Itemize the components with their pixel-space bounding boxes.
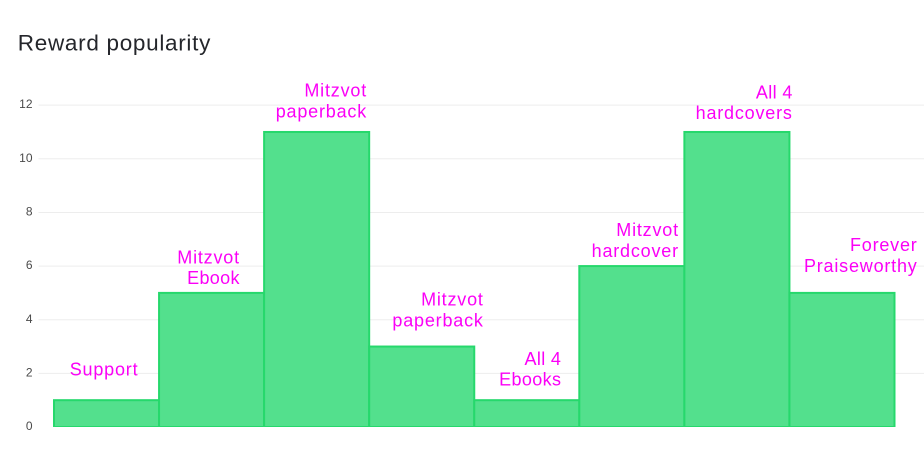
svg-text:4: 4 bbox=[26, 312, 33, 326]
svg-text:0: 0 bbox=[26, 419, 33, 433]
svg-text:Mitzvot: Mitzvot bbox=[304, 81, 367, 101]
svg-text:Praiseworthy: Praiseworthy bbox=[804, 256, 918, 276]
svg-text:All 4: All 4 bbox=[756, 82, 793, 102]
svg-text:Forever: Forever bbox=[850, 235, 918, 255]
svg-text:10: 10 bbox=[19, 151, 33, 165]
svg-text:2: 2 bbox=[26, 365, 33, 379]
svg-text:Ebooks: Ebooks bbox=[499, 370, 561, 390]
svg-text:paperback: paperback bbox=[276, 101, 367, 121]
svg-text:Support: Support bbox=[70, 360, 139, 380]
svg-text:Mitzvot: Mitzvot bbox=[421, 290, 484, 310]
svg-text:Mitzvot: Mitzvot bbox=[177, 247, 240, 267]
svg-text:8: 8 bbox=[26, 204, 33, 218]
svg-text:6: 6 bbox=[26, 258, 33, 272]
svg-text:12: 12 bbox=[19, 97, 33, 111]
svg-text:All 4: All 4 bbox=[525, 349, 562, 369]
svg-text:Mitzvot: Mitzvot bbox=[616, 220, 679, 240]
svg-text:paperback: paperback bbox=[392, 310, 483, 330]
svg-text:Ebook: Ebook bbox=[187, 268, 240, 288]
svg-text:hardcover: hardcover bbox=[592, 241, 679, 261]
svg-text:Reward popularity: Reward popularity bbox=[18, 31, 211, 56]
svg-text:hardcovers: hardcovers bbox=[696, 103, 793, 123]
